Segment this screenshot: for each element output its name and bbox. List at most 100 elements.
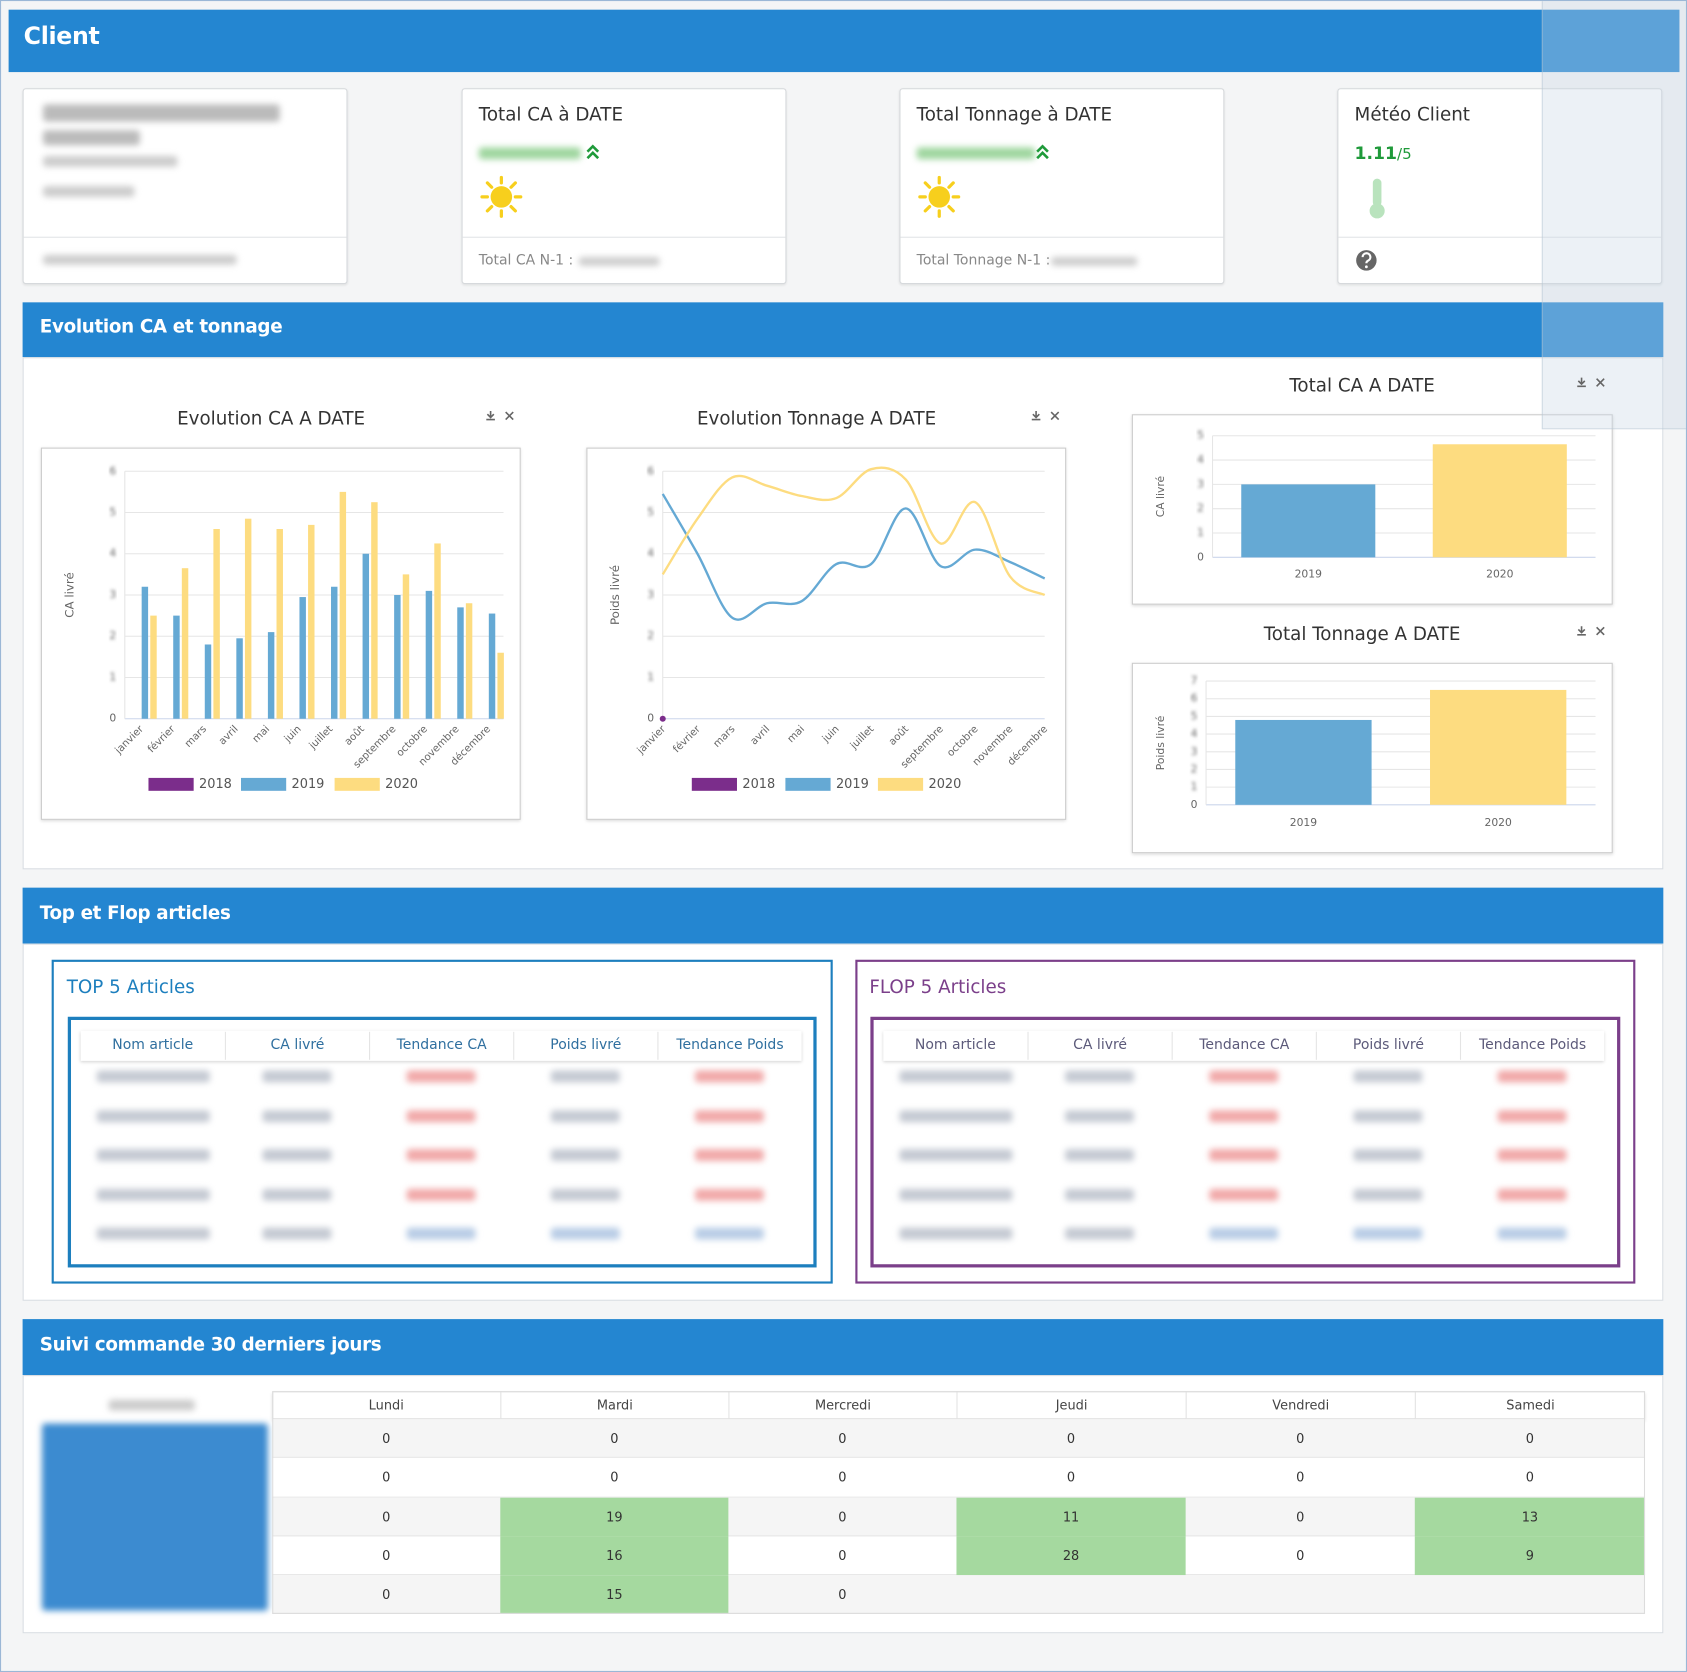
blurred-cell	[1353, 1188, 1423, 1201]
blurred-cell	[406, 1227, 476, 1240]
column-header: CA livré	[1027, 1031, 1171, 1060]
order-cell: 0	[838, 1509, 847, 1525]
blurred-cell	[1065, 1070, 1134, 1083]
blurred-cell	[262, 1109, 332, 1122]
order-cell: 11	[956, 1497, 1186, 1537]
column-header: Vendredi	[1185, 1391, 1415, 1420]
top-title: TOP 5 Articles	[66, 976, 195, 999]
section-bar: Top et Flop articles	[22, 887, 1664, 944]
blurred-cell	[695, 1227, 764, 1240]
column-header: Mercredi	[728, 1391, 956, 1420]
order-cell: 0	[838, 1470, 847, 1486]
blurred-text	[43, 186, 135, 197]
blurred-cell	[1497, 1070, 1567, 1083]
order-cell: 0	[1296, 1431, 1305, 1447]
blurred-cell	[898, 1070, 1012, 1083]
blurred-cell	[96, 1109, 210, 1122]
chart-panel	[1131, 414, 1613, 605]
card-footer: Total CA N-1 :	[478, 252, 574, 269]
blurred-cell	[550, 1149, 620, 1161]
score: 1.11	[1354, 143, 1398, 164]
blurred-cell	[695, 1188, 764, 1201]
order-cell: 0	[1296, 1470, 1305, 1486]
column-header: Mardi	[500, 1391, 728, 1420]
blurred-value	[1051, 257, 1138, 266]
order-cell: 0	[382, 1509, 391, 1525]
blurred-cell	[1209, 1149, 1279, 1161]
blurred-cell	[262, 1149, 332, 1161]
table-header	[80, 1030, 802, 1061]
column-header: Tendance CA	[1171, 1031, 1316, 1060]
blurred-value	[478, 147, 581, 160]
blurred-cell	[262, 1188, 332, 1201]
blurred-cell	[1065, 1227, 1134, 1240]
order-cell: 0	[1296, 1509, 1305, 1525]
flop-table	[870, 1016, 1621, 1268]
blurred-cell	[695, 1109, 764, 1122]
tonnage-card: Total Tonnage à DATE Total Tonnage N-1 :	[899, 88, 1225, 285]
order-cell: 9	[1414, 1536, 1646, 1576]
order-cell: 0	[1066, 1470, 1076, 1486]
flop-title: FLOP 5 Articles	[869, 976, 1007, 999]
blurred-cell	[898, 1149, 1012, 1161]
blurred-cell	[1353, 1070, 1423, 1083]
header-title: Client	[23, 23, 100, 51]
order-cell: 0	[382, 1470, 391, 1486]
divider	[462, 236, 786, 238]
column-header: CA livré	[224, 1031, 369, 1060]
column-header: Poids livré	[513, 1031, 657, 1060]
divider	[23, 236, 347, 238]
order-cell: 0	[1066, 1431, 1076, 1447]
blurred-cell	[550, 1188, 620, 1201]
header-bar: Client	[8, 9, 1680, 73]
order-cell: 19	[500, 1497, 729, 1537]
blurred-cell	[695, 1070, 764, 1083]
chart-panel	[586, 447, 1067, 820]
blurred-text	[43, 130, 140, 146]
order-cell: 15	[500, 1575, 729, 1615]
blurred-header	[108, 1399, 195, 1411]
order-cell: 16	[500, 1536, 729, 1576]
blurred-cell	[1065, 1149, 1134, 1161]
blurred-cell	[550, 1070, 620, 1083]
client-card	[22, 88, 348, 285]
section-bar: Suivi commande 30 derniers jours	[22, 1319, 1664, 1376]
section-title: Evolution CA et tonnage	[39, 316, 283, 338]
orders-frame	[272, 1391, 1646, 1614]
order-cell: 0	[382, 1548, 391, 1564]
blurred-cell	[695, 1149, 764, 1161]
blurred-cell	[1353, 1227, 1423, 1240]
blurred-cell	[1065, 1188, 1134, 1201]
column-header: Lundi	[368, 1397, 404, 1413]
blurred-cell	[406, 1070, 476, 1083]
column-header: Tendance Poids	[1459, 1031, 1604, 1060]
column-header: Poids livré	[1315, 1031, 1460, 1060]
blurred-cell	[898, 1188, 1012, 1201]
blurred-cell	[406, 1109, 476, 1122]
blurred-cell	[1353, 1149, 1423, 1161]
blurred-cell	[1209, 1227, 1279, 1240]
column-header: Samedi	[1414, 1391, 1645, 1420]
order-cell: 13	[1414, 1497, 1646, 1537]
order-cell: 0	[1525, 1431, 1535, 1447]
ca-card: Total CA à DATE Total CA N-1 :	[461, 88, 787, 285]
order-cell: 28	[956, 1536, 1186, 1576]
divider	[900, 236, 1224, 238]
blurred-cell	[550, 1227, 620, 1240]
order-cell: 0	[838, 1587, 847, 1603]
blurred-value	[916, 147, 1036, 160]
table-row	[272, 1458, 1646, 1498]
column-header: Jeudi	[956, 1391, 1185, 1420]
blurred-cell	[550, 1109, 620, 1122]
table-header	[883, 1030, 1605, 1061]
card-title: Total CA à DATE	[478, 104, 624, 126]
blurred-cell	[1497, 1188, 1567, 1201]
card-footer: Total Tonnage N-1 :	[916, 252, 1051, 269]
blurred-cell	[1209, 1109, 1279, 1122]
table-row	[272, 1419, 1646, 1459]
blurred-cell	[406, 1149, 476, 1161]
order-cell: 0	[1525, 1470, 1535, 1486]
score-scale: /5	[1397, 146, 1412, 164]
